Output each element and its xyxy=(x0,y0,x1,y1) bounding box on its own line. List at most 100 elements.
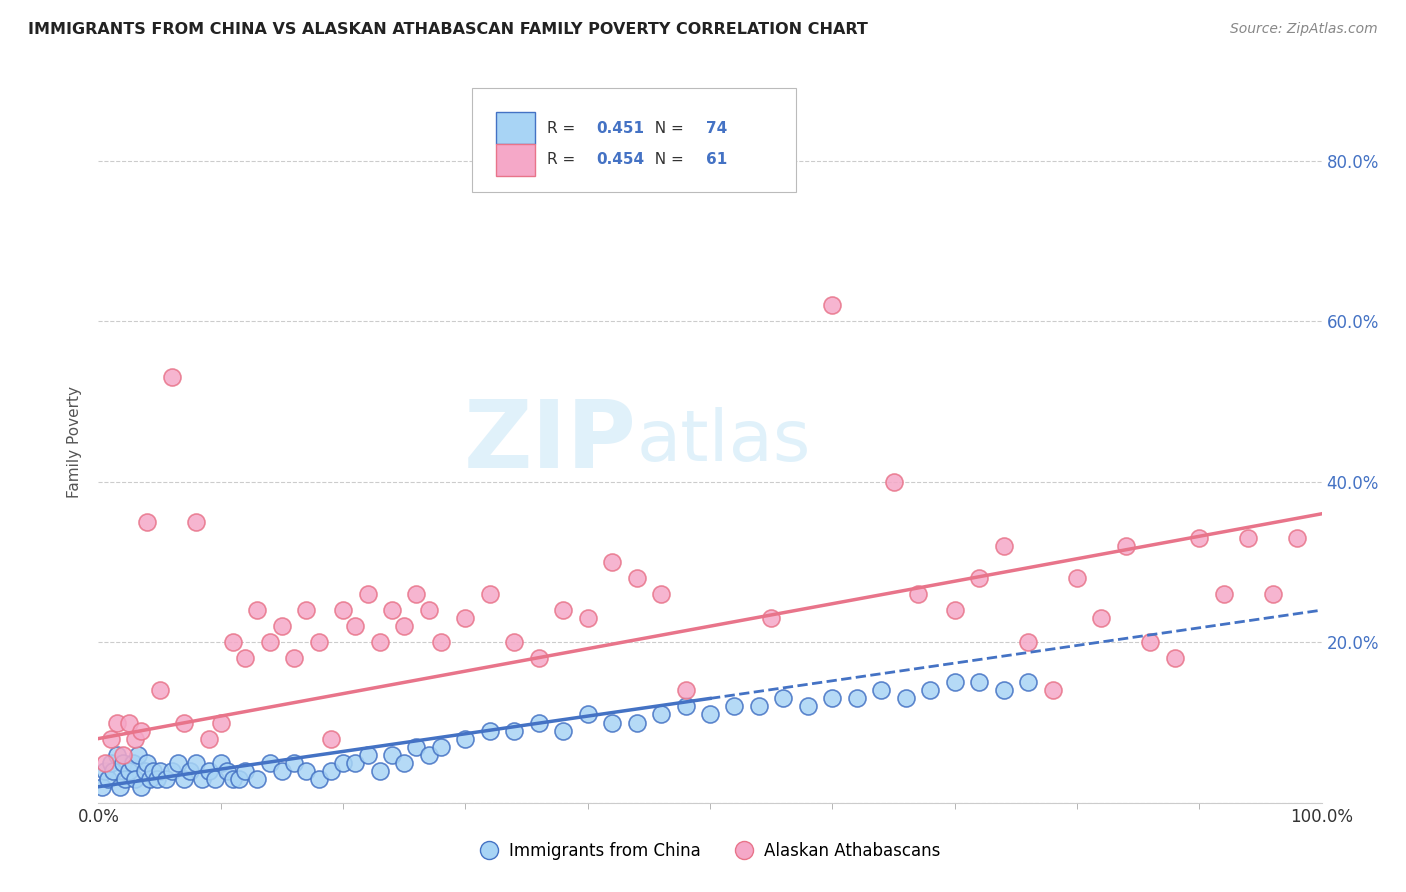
Point xyxy=(675,699,697,714)
Point xyxy=(943,675,966,690)
Point xyxy=(821,298,844,312)
Point xyxy=(478,587,501,601)
Point xyxy=(93,764,115,778)
Point xyxy=(699,707,721,722)
Point xyxy=(197,764,219,778)
Point xyxy=(167,756,190,770)
Point xyxy=(1164,651,1187,665)
Point xyxy=(222,772,245,786)
Point xyxy=(222,635,245,649)
Point xyxy=(127,747,149,762)
Point xyxy=(1017,675,1039,690)
Point xyxy=(845,691,868,706)
Point xyxy=(894,691,917,706)
Point xyxy=(344,619,367,633)
Point xyxy=(110,780,132,794)
Point xyxy=(308,635,330,649)
Point xyxy=(576,707,599,722)
Point xyxy=(1261,587,1284,601)
Point xyxy=(233,651,256,665)
Point xyxy=(149,764,172,778)
Point xyxy=(418,747,440,762)
Point xyxy=(136,756,159,770)
Point xyxy=(478,723,501,738)
Point xyxy=(772,691,794,706)
Point xyxy=(1188,531,1211,545)
Point xyxy=(368,635,391,649)
Text: 74: 74 xyxy=(706,120,728,136)
Text: N =: N = xyxy=(645,153,689,168)
Point xyxy=(97,772,120,786)
Point xyxy=(943,603,966,617)
Point xyxy=(454,731,477,746)
Text: 0.451: 0.451 xyxy=(596,120,644,136)
Point xyxy=(270,619,294,633)
Point xyxy=(381,747,404,762)
Point xyxy=(179,764,201,778)
Point xyxy=(105,715,128,730)
Point xyxy=(675,683,697,698)
Point xyxy=(319,764,342,778)
Point xyxy=(576,611,599,625)
Point xyxy=(454,611,477,625)
Point xyxy=(197,731,219,746)
Point xyxy=(270,764,294,778)
Point xyxy=(967,675,990,690)
Point xyxy=(967,571,990,585)
Point xyxy=(503,635,526,649)
Legend: Immigrants from China, Alaskan Athabascans: Immigrants from China, Alaskan Athabasca… xyxy=(472,836,948,867)
Point xyxy=(392,756,416,770)
Point xyxy=(142,764,165,778)
Point xyxy=(173,772,195,786)
Point xyxy=(101,764,124,778)
Point xyxy=(1017,635,1039,649)
Point xyxy=(105,747,128,762)
Point xyxy=(186,515,208,529)
Point xyxy=(993,683,1015,698)
Point xyxy=(920,683,942,698)
Point xyxy=(283,651,305,665)
Point xyxy=(527,715,550,730)
Point xyxy=(295,764,318,778)
Point xyxy=(600,555,623,569)
Point xyxy=(600,715,623,730)
Point xyxy=(191,772,214,786)
Point xyxy=(259,756,281,770)
Point xyxy=(114,772,136,786)
Point xyxy=(1115,539,1137,553)
Point xyxy=(124,772,146,786)
Point xyxy=(111,747,134,762)
Point xyxy=(368,764,391,778)
Point xyxy=(1237,531,1260,545)
Point xyxy=(405,587,427,601)
Point xyxy=(155,772,177,786)
Point xyxy=(246,603,269,617)
Point xyxy=(124,731,146,746)
Text: atlas: atlas xyxy=(637,407,811,476)
Point xyxy=(430,635,453,649)
Text: R =: R = xyxy=(547,120,581,136)
Point xyxy=(295,603,318,617)
Point xyxy=(553,603,575,617)
FancyBboxPatch shape xyxy=(496,144,536,176)
Point xyxy=(186,756,208,770)
Point xyxy=(650,707,672,722)
Point xyxy=(405,739,427,754)
Point xyxy=(118,764,141,778)
Point xyxy=(626,571,648,585)
Text: IMMIGRANTS FROM CHINA VS ALASKAN ATHABASCAN FAMILY POVERTY CORRELATION CHART: IMMIGRANTS FROM CHINA VS ALASKAN ATHABAS… xyxy=(28,22,868,37)
Text: 0.454: 0.454 xyxy=(596,153,644,168)
Point xyxy=(344,756,367,770)
Point xyxy=(1286,531,1309,545)
FancyBboxPatch shape xyxy=(496,112,536,144)
Point xyxy=(228,772,250,786)
Text: N =: N = xyxy=(645,120,689,136)
Point xyxy=(356,747,378,762)
Text: Source: ZipAtlas.com: Source: ZipAtlas.com xyxy=(1230,22,1378,37)
Point xyxy=(748,699,770,714)
FancyBboxPatch shape xyxy=(471,87,796,193)
Point xyxy=(418,603,440,617)
Point xyxy=(100,756,122,770)
Point xyxy=(907,587,929,601)
Point xyxy=(650,587,672,601)
